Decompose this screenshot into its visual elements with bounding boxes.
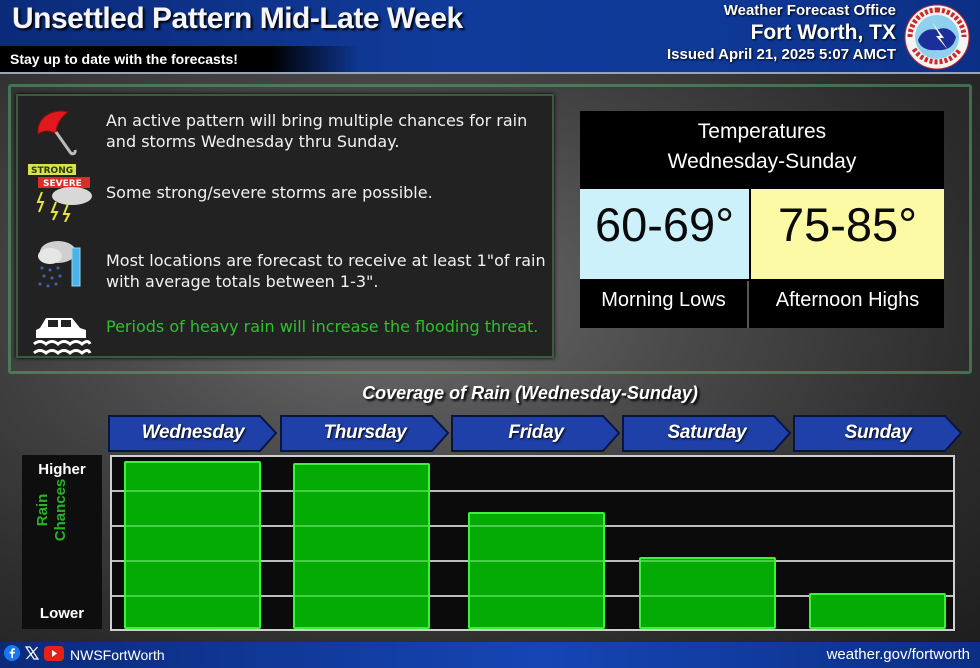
page-title: Unsettled Pattern Mid-Late Week bbox=[12, 2, 463, 35]
umbrella-icon bbox=[30, 104, 96, 164]
afternoon-highs-value: 75-85° bbox=[777, 198, 917, 251]
day-tab-wednesday: Wednesday bbox=[108, 415, 278, 452]
day-label: Saturday bbox=[667, 422, 747, 443]
social-handle[interactable]: NWSFortWorth bbox=[70, 647, 165, 663]
issued-timestamp: Issued April 21, 2025 5:07 AMCT bbox=[667, 46, 896, 63]
morning-lows-label: Morning Lows bbox=[580, 281, 749, 328]
office-label: Weather Forecast Office bbox=[723, 2, 896, 19]
office-info: Weather Forecast Office Fort Worth, TX I… bbox=[667, 2, 896, 65]
bullet-text-1: An active pattern will bring multiple ch… bbox=[106, 111, 528, 151]
social-links: NWSFortWorth bbox=[4, 645, 165, 665]
day-tab-sunday: Sunday bbox=[793, 415, 963, 452]
info-frame bbox=[8, 84, 972, 374]
y-axis-title: Rain Chances bbox=[34, 478, 69, 542]
day-label: Wednesday bbox=[141, 422, 245, 443]
temperatures-title-line2: Wednesday-Sunday bbox=[667, 150, 857, 173]
temperatures-title-line1: Temperatures bbox=[697, 120, 827, 143]
nws-logo-icon bbox=[904, 4, 970, 70]
y-tick-higher: Higher bbox=[38, 461, 86, 478]
morning-lows-cell: 60-69° bbox=[580, 189, 749, 279]
bar-sunday bbox=[809, 593, 946, 629]
svg-text:SEVERE: SEVERE bbox=[43, 179, 82, 189]
youtube-icon[interactable] bbox=[44, 645, 64, 665]
facebook-icon[interactable] bbox=[4, 645, 20, 665]
subtitle-bar bbox=[0, 46, 360, 72]
day-tab-saturday: Saturday bbox=[622, 415, 792, 452]
flooded-car-icon bbox=[32, 308, 98, 368]
y-tick-lower: Lower bbox=[39, 605, 85, 622]
bar-thursday bbox=[293, 463, 430, 629]
day-tab-thursday: Thursday bbox=[280, 415, 450, 452]
bar-wednesday bbox=[124, 461, 261, 629]
bullet-text-4: Periods of heavy rain will increase the … bbox=[106, 317, 539, 336]
x-icon[interactable] bbox=[24, 645, 40, 665]
bullet-text-2: Some strong/severe storms are possible. bbox=[106, 183, 433, 202]
day-label: Thursday bbox=[323, 422, 407, 443]
bullet-text-3: Most locations are forecast to receive a… bbox=[106, 251, 546, 291]
day-label: Sunday bbox=[844, 422, 912, 443]
strong-severe-storm-icon: STRONG SEVERE bbox=[28, 162, 94, 223]
subtitle: Stay up to date with the forecasts! bbox=[10, 51, 238, 67]
day-label: Friday bbox=[508, 422, 564, 443]
morning-lows-value: 60-69° bbox=[594, 198, 734, 251]
temperatures-title: Temperatures Wednesday-Sunday bbox=[580, 111, 944, 187]
rain-gauge-icon bbox=[32, 236, 98, 296]
bar-friday bbox=[468, 512, 605, 629]
afternoon-highs-cell: 75-85° bbox=[751, 189, 944, 279]
plot-area bbox=[110, 455, 955, 631]
info-panel: An active pattern will bring multiple ch… bbox=[16, 94, 554, 358]
bar-saturday bbox=[639, 557, 776, 629]
gridline bbox=[112, 490, 953, 492]
afternoon-highs-label: Afternoon Highs bbox=[775, 289, 920, 311]
chart-title: Coverage of Rain (Wednesday-Sunday) bbox=[362, 383, 698, 403]
y-axis: Higher Rain Chances Lower bbox=[22, 455, 102, 629]
office-location: Fort Worth, TX bbox=[750, 21, 896, 44]
footer-banner bbox=[0, 642, 980, 668]
svg-text:STRONG: STRONG bbox=[31, 166, 73, 176]
temperatures-panel: Temperatures Wednesday-Sunday 60-69° 75-… bbox=[580, 111, 944, 328]
website-link[interactable]: weather.gov/fortworth bbox=[826, 646, 970, 663]
day-tab-friday: Friday bbox=[451, 415, 621, 452]
